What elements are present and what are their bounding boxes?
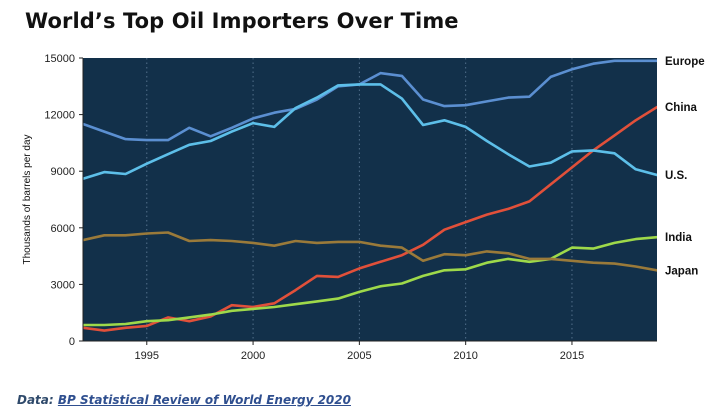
source-note: Data: BP Statistical Review of World Ene… — [17, 393, 351, 407]
series-lines — [83, 59, 657, 332]
y-tick-label-3000: 3000 — [51, 279, 75, 291]
y-tick-label-9000: 9000 — [51, 166, 75, 178]
x-tick-label-2010: 2010 — [453, 350, 477, 362]
series-line-india — [83, 235, 657, 327]
x-tick-label-2000: 2000 — [241, 350, 265, 362]
y-tick-label-0: 0 — [69, 336, 75, 348]
axes: 0 3000 6000 9000 12000 15000 1995 2000 2005 2010 2… — [44, 53, 657, 362]
source-link[interactable]: BP Statistical Review of World Energy 20… — [57, 393, 351, 407]
x-tick-label-2005: 2005 — [347, 350, 371, 362]
y-tick-label-6000: 6000 — [51, 223, 75, 235]
x-tick-label-2015: 2015 — [560, 350, 584, 362]
x-tick-label-1995: 1995 — [135, 350, 159, 362]
y-tick-label-12000: 12000 — [44, 110, 75, 122]
source-prefix: Data: — [17, 393, 58, 407]
series-line-europe — [83, 59, 657, 142]
series-labels: Europe China U.S. India Japan — [665, 56, 705, 277]
y-tick-label-15000: 15000 — [44, 53, 75, 65]
series-label-us: U.S. — [665, 170, 687, 182]
series-line-japan — [83, 231, 657, 272]
plot-area — [83, 58, 657, 341]
y-axis-label: Thousands of barrels per day — [22, 134, 33, 264]
series-label-china: China — [665, 102, 698, 114]
series-label-japan: Japan — [665, 265, 698, 277]
series-label-europe: Europe — [665, 56, 705, 68]
series-label-india: India — [665, 232, 692, 244]
chart-title: World’s Top Oil Importers Over Time — [25, 9, 459, 33]
series-line-us — [83, 83, 657, 180]
